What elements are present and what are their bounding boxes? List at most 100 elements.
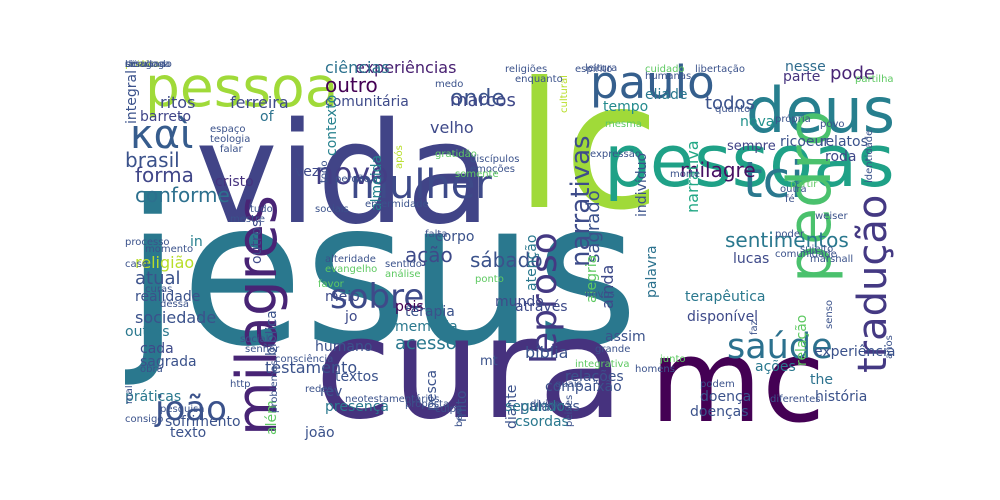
- cloud-word: si: [125, 60, 133, 70]
- cloud-word: mt: [480, 354, 498, 369]
- cloud-word: alteridade: [325, 254, 376, 265]
- cloud-word: somente: [455, 169, 499, 180]
- cloud-word: consciência: [275, 354, 334, 365]
- cloud-word: caso: [125, 259, 148, 270]
- cloud-word: cura: [315, 288, 625, 440]
- cloud-word: gratidão: [435, 149, 477, 160]
- cloud-word: lucas: [733, 251, 770, 267]
- cloud-word: marcos: [450, 90, 516, 111]
- cloud-word: doença: [700, 389, 752, 405]
- cloud-word: outra: [780, 184, 807, 195]
- cloud-word: dê: [125, 60, 138, 70]
- cloud-word: ações: [755, 359, 796, 375]
- cloud-word: senhor: [245, 344, 280, 355]
- cloud-word: análise: [385, 269, 421, 280]
- cloud-word: discípulos: [470, 154, 520, 165]
- cloud-word: ponto: [475, 274, 504, 285]
- cloud-word: relatos: [820, 134, 868, 150]
- cloud-word: ação: [405, 243, 453, 267]
- cloud-word: meio: [325, 289, 360, 305]
- cloud-word: palavras: [520, 399, 580, 415]
- cloud-word: in: [190, 234, 203, 250]
- cloud-word: jesus: [125, 158, 639, 391]
- cloud-word: comunidade: [775, 249, 837, 260]
- cloud-word: vida: [195, 93, 492, 256]
- cloud-word: experiência: [814, 344, 895, 360]
- cloud-word: religião: [135, 253, 195, 272]
- cloud-word: poder: [775, 229, 805, 240]
- cloud-word: rev: [320, 384, 343, 400]
- cloud-word: partilha: [855, 74, 894, 85]
- cloud-word: sociais: [315, 204, 349, 215]
- cloud-word: povo: [820, 119, 845, 130]
- cloud-word: tempo: [603, 99, 649, 115]
- cloud-word: problemas: [269, 360, 280, 413]
- cloud-word: tudo: [250, 204, 273, 215]
- cloud-word: sentimentos: [725, 228, 849, 252]
- cloud-word: pessoas: [604, 119, 895, 203]
- cloud-word: sujeito: [800, 244, 834, 255]
- cloud-word: bem: [454, 404, 465, 427]
- cloud-word: velho: [430, 118, 474, 137]
- cloud-word: espírito: [575, 64, 613, 75]
- cloud-word: própria: [775, 114, 811, 125]
- cloud-word: expressão: [590, 149, 641, 160]
- cloud-word: cristo: [215, 174, 254, 190]
- cloud-word: anos: [884, 335, 895, 359]
- cloud-word: csordas: [515, 414, 569, 430]
- cloud-word: após: [394, 145, 405, 169]
- cloud-word: junto: [660, 354, 686, 365]
- cloud-word: brasil: [125, 148, 180, 172]
- cloud-word: conforme: [135, 183, 230, 207]
- cloud-word: jo: [345, 309, 358, 325]
- cloud-word: resultado: [125, 60, 172, 70]
- cloud-word: podem: [700, 379, 735, 390]
- cloud-word: fé: [785, 194, 795, 205]
- cloud-word: quanto: [715, 104, 751, 115]
- cloud-word: pode: [830, 63, 875, 84]
- cloud-word: paulo: [590, 60, 715, 109]
- cloud-word: saúde: [727, 327, 833, 367]
- cloud-word: assim: [605, 329, 646, 345]
- cloud-word: falta: [425, 229, 448, 240]
- cloud-word: indivíduo: [634, 152, 650, 217]
- cloud-word: cada: [140, 341, 174, 357]
- cloud-word: textos: [335, 369, 379, 385]
- cloud-word: espaço: [210, 124, 246, 135]
- cloud-word: relações: [565, 369, 624, 385]
- cloud-word: sinagoga: [125, 60, 171, 70]
- cloud-word: presença: [325, 399, 390, 415]
- cloud-word: pessoa: [145, 60, 339, 119]
- cloud-word: doenças: [690, 404, 749, 420]
- cloud-word: partir: [790, 179, 818, 190]
- cloud-word: mal: [125, 385, 135, 404]
- cloud-word: momento: [145, 244, 194, 255]
- cloud-word: grande: [595, 344, 631, 355]
- cloud-word: nesse: [785, 60, 826, 75]
- cloud-word: dessa: [160, 299, 190, 310]
- cloud-word: prática: [125, 60, 160, 70]
- cloud-word: atual: [135, 268, 181, 289]
- cloud-word: através: [515, 299, 568, 315]
- cloud-word: religiões: [505, 64, 548, 75]
- cloud-word: práticas: [125, 389, 182, 405]
- cloud-word: todos: [705, 93, 755, 114]
- cloud-word: realidade: [135, 289, 201, 305]
- cloud-word: mestre: [230, 214, 266, 225]
- cloud-word: homens: [635, 364, 675, 375]
- cloud-word: deus: [746, 74, 895, 147]
- cloud-word: social: [240, 334, 269, 345]
- cloud-word: curas: [145, 284, 173, 295]
- cloud-word: peixes: [564, 394, 575, 427]
- cloud-word: joão: [155, 389, 227, 429]
- cloud-word: outro: [325, 73, 378, 97]
- cloud-word: tci: [743, 151, 804, 209]
- cloud-word: integrativa: [575, 359, 630, 370]
- cloud-word: novos: [585, 289, 615, 300]
- cloud-word: terapia: [405, 304, 455, 320]
- cloud-word: redes: [305, 384, 333, 395]
- cloud-word: contexto: [324, 94, 340, 156]
- cloud-word: mulher: [350, 162, 492, 208]
- cloud-word: humanas: [645, 71, 692, 82]
- cloud-word: nova: [740, 114, 775, 130]
